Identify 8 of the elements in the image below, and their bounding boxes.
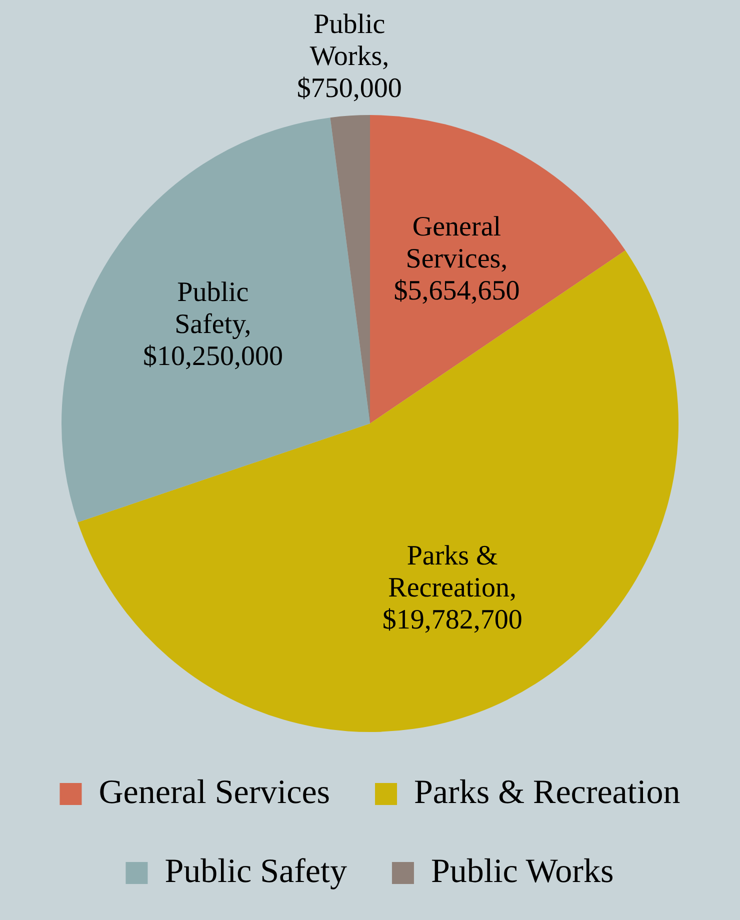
data-label: Public Works, $750,000	[296, 9, 402, 104]
data-label: Public Safety, $10,250,000	[142, 276, 283, 372]
data-label: Parks & Recreation, $19,782,700	[382, 540, 522, 636]
data-label: General Services, $5,654,650	[394, 211, 520, 306]
legend-label: Parks & Recreation	[414, 774, 680, 811]
legend-label: General Services	[98, 774, 330, 811]
legend-label: Public Works	[430, 852, 614, 890]
legend-label: Public Safety	[164, 852, 347, 890]
